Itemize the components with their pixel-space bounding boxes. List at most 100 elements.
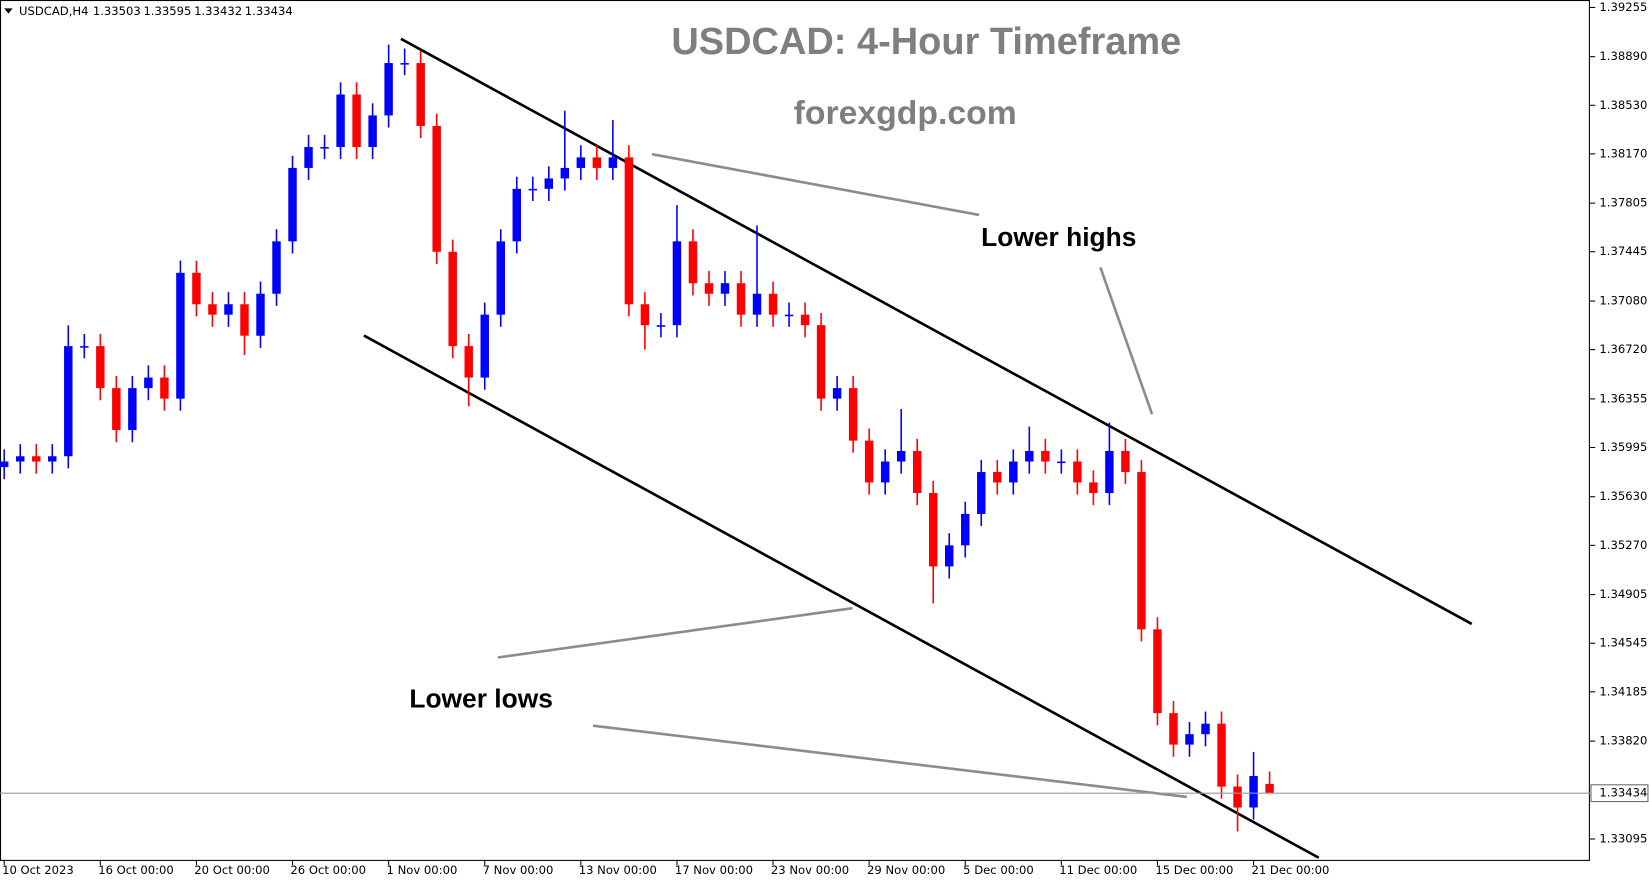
y-tick-label: 1.34905 <box>1599 587 1647 601</box>
candle-body <box>1105 450 1114 493</box>
candle-body <box>400 63 409 65</box>
x-tick-label: 17 Nov 00:00 <box>675 863 753 877</box>
candle-body <box>192 272 201 305</box>
candle-body <box>928 492 938 567</box>
x-tick-label: 10 Oct 2023 <box>2 863 74 877</box>
y-tick-label: 1.38170 <box>1599 146 1647 160</box>
candle-body <box>800 314 810 326</box>
x-tick-label: 11 Dec 00:00 <box>1059 863 1137 877</box>
plot-frame <box>0 0 1590 861</box>
candle-body <box>608 157 618 168</box>
candle-body <box>224 304 233 315</box>
x-tick-label: 7 Nov 00:00 <box>483 863 554 877</box>
candle-body <box>993 472 1002 483</box>
candle-body <box>512 188 521 242</box>
candle-body <box>0 461 9 468</box>
candle-body <box>368 115 377 148</box>
x-tick-label: 15 Dec 00:00 <box>1155 863 1233 877</box>
candle-body <box>448 251 457 347</box>
candle-body <box>1249 776 1258 808</box>
candle-body <box>480 314 489 378</box>
candle-body <box>752 293 762 315</box>
symbol: USDCAD,H4 <box>19 4 89 18</box>
candle-body <box>1025 450 1034 462</box>
pointers <box>497 152 1188 799</box>
y-tick-label: 1.34185 <box>1599 684 1647 698</box>
y-tick-label: 1.39255 <box>1599 0 1647 14</box>
candle-body <box>704 283 714 294</box>
candle-body <box>1121 450 1130 473</box>
candle-body <box>816 325 826 399</box>
x-tick-label: 23 Nov 00:00 <box>771 863 849 877</box>
candle-body <box>48 456 57 462</box>
candle-body <box>528 188 538 191</box>
candle-body <box>16 456 25 462</box>
candle-body <box>720 283 730 294</box>
candle-body <box>672 241 682 326</box>
y-tick-label: 1.35630 <box>1599 489 1647 503</box>
candle-body <box>784 314 794 317</box>
candle-body <box>560 167 570 179</box>
y-tick-label: 1.35995 <box>1599 440 1647 454</box>
upper-channel <box>400 37 1473 626</box>
channel-lines <box>363 37 1473 859</box>
candle-body <box>240 304 249 336</box>
x-tick-label: 26 Oct 00:00 <box>290 863 366 877</box>
x-tick-label: 13 Nov 00:00 <box>579 863 657 877</box>
candle-body <box>576 157 586 168</box>
candle-body <box>880 461 890 483</box>
current-price-label: 1.33434 <box>1599 786 1647 800</box>
candle-body <box>80 346 89 348</box>
candle-body <box>320 147 329 149</box>
candle-body <box>624 157 634 305</box>
x-tick-label: 21 Dec 00:00 <box>1251 863 1329 877</box>
symbol-arrow <box>4 8 13 14</box>
candle-body <box>592 157 602 168</box>
candle-body <box>1073 461 1082 483</box>
x-tick-label: 20 Oct 00:00 <box>194 863 270 877</box>
candle-body <box>1153 629 1162 714</box>
lower-channel <box>363 334 1320 859</box>
candle-body <box>1217 723 1226 787</box>
annotation: Lower highs <box>981 222 1136 252</box>
x-tick-label: 16 Oct 00:00 <box>98 863 174 877</box>
candle-body <box>1265 783 1274 794</box>
candle-body <box>945 545 954 567</box>
candle-body <box>768 293 778 315</box>
candle-body <box>912 450 922 493</box>
candle-body <box>1137 472 1146 630</box>
candle-body <box>1169 713 1178 745</box>
candle-body <box>961 513 970 546</box>
y-tick-label: 1.36355 <box>1599 391 1647 405</box>
candle-body <box>64 346 73 457</box>
y-tick-label: 1.36720 <box>1599 342 1647 356</box>
candle-body <box>496 241 505 315</box>
candle-body <box>288 167 297 242</box>
candle-body <box>304 147 313 168</box>
annotation: Lower lows <box>409 683 553 713</box>
candle-body <box>144 377 153 389</box>
chart-subtitle: forexgdp.com <box>794 95 1017 132</box>
pointer <box>1099 266 1154 415</box>
candle-body <box>896 450 906 462</box>
y-tick-label: 1.34545 <box>1599 636 1647 650</box>
candle-body <box>464 346 473 378</box>
chart-title: USDCAD: 4-Hour Timeframe <box>671 21 1181 63</box>
candle-body <box>864 440 874 483</box>
candle-body <box>1041 450 1050 462</box>
y-tick-label: 1.37445 <box>1599 244 1647 258</box>
candle-body <box>1089 482 1098 493</box>
current-price-box <box>1590 784 1649 803</box>
header-value: 1.33595 <box>143 4 191 18</box>
candle-body <box>656 325 666 327</box>
candle-body <box>736 283 746 315</box>
candle-body <box>432 125 441 252</box>
candle-body <box>128 388 137 431</box>
candle-body <box>848 388 858 441</box>
candle-body <box>977 472 986 514</box>
candle-body <box>112 388 121 431</box>
candle-body <box>1057 461 1066 464</box>
pointer <box>592 724 1188 799</box>
